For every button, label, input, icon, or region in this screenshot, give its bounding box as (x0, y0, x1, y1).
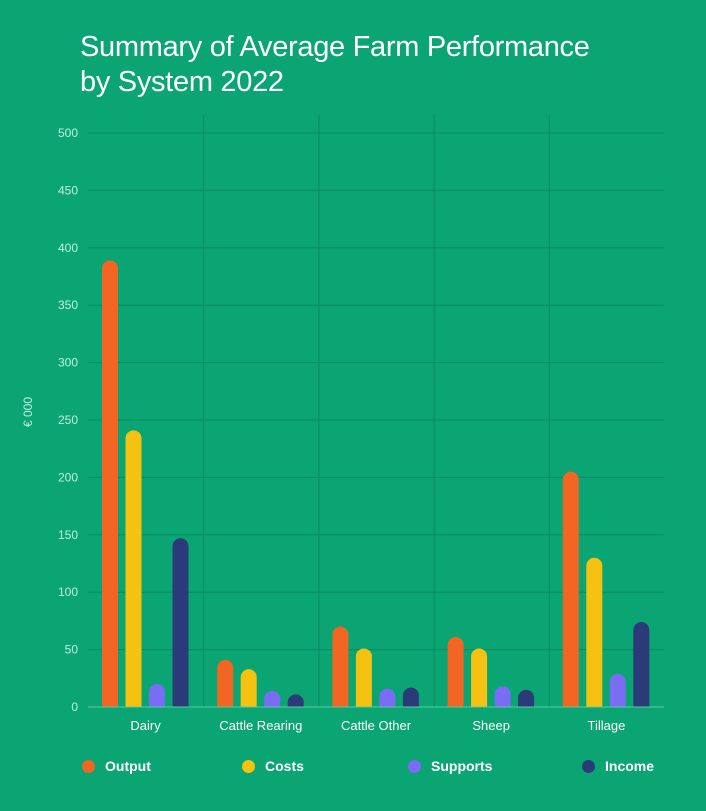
bar-supports-sheep (494, 686, 511, 707)
y-tick-label: 250 (58, 413, 78, 427)
legend-label: Supports (431, 758, 493, 774)
bar-income-sheep (518, 689, 535, 707)
bar-output-cattle-other (332, 626, 349, 707)
bar-supports-dairy (149, 684, 165, 707)
bar-supports-tillage (609, 673, 626, 707)
x-tick-label: Dairy (130, 718, 161, 733)
x-tick-label: Cattle Rearing (219, 718, 302, 733)
x-tick-label: Cattle Other (341, 718, 412, 733)
chart-title-line-2: by System 2022 (80, 66, 284, 98)
x-tick-label: Tillage (587, 718, 625, 733)
bar-supports-cattle-other (379, 688, 396, 707)
legend-label: Income (605, 758, 655, 774)
y-tick-label: 400 (58, 241, 78, 255)
legend-item-supports: Supports (408, 756, 492, 776)
bar-costs-cattle-rearing (240, 669, 257, 707)
bar-output-sheep (447, 636, 464, 707)
y-axis-ticks: 0 50 100 150 200 250 300 350 400 450 500 (58, 126, 78, 714)
legend-label: Output (105, 758, 151, 774)
chart-grid (88, 115, 664, 707)
bar-income-tillage (633, 622, 650, 707)
legend-label: Costs (265, 758, 304, 774)
bar-income-cattle-other (402, 687, 419, 707)
bar-income-dairy (172, 538, 189, 707)
chart-bars (102, 260, 650, 707)
bar-costs-dairy (125, 430, 142, 707)
bar-costs-tillage (586, 557, 603, 707)
x-tick-label: Sheep (472, 718, 510, 733)
y-tick-label: 50 (65, 643, 79, 657)
y-axis-label: € 000 (21, 397, 35, 427)
y-tick-label: 300 (58, 356, 78, 370)
legend-item-income: Income (582, 756, 654, 776)
legend-swatch (82, 759, 95, 773)
y-tick-label: 350 (58, 298, 78, 312)
y-tick-label: 150 (58, 528, 78, 542)
legend-swatch (582, 759, 595, 773)
chart-title-line-1: Summary of Average Farm Performance (80, 31, 590, 63)
chart-title: Summary of Average Farm Performance by S… (80, 30, 680, 100)
bar-costs-sheep (471, 648, 488, 707)
y-tick-label: 500 (58, 126, 78, 140)
y-tick-label: 200 (58, 470, 78, 484)
legend-swatch (242, 759, 255, 773)
legend-swatch (408, 759, 421, 773)
x-axis-ticks: Dairy Cattle Rearing Cattle Other Sheep Till… (130, 718, 625, 733)
y-tick-label: 100 (58, 585, 78, 599)
y-tick-label: 0 (71, 700, 78, 714)
bar-output-cattle-rearing (217, 659, 234, 707)
bar-output-dairy (102, 260, 118, 707)
legend-item-output: Output (82, 756, 151, 776)
bar-costs-cattle-other (355, 648, 372, 707)
bar-output-tillage (562, 471, 579, 707)
bar-income-cattle-rearing (287, 694, 304, 707)
legend-item-costs: Costs (242, 756, 304, 776)
bar-supports-cattle-rearing (264, 690, 281, 707)
y-tick-label: 450 (58, 183, 78, 197)
